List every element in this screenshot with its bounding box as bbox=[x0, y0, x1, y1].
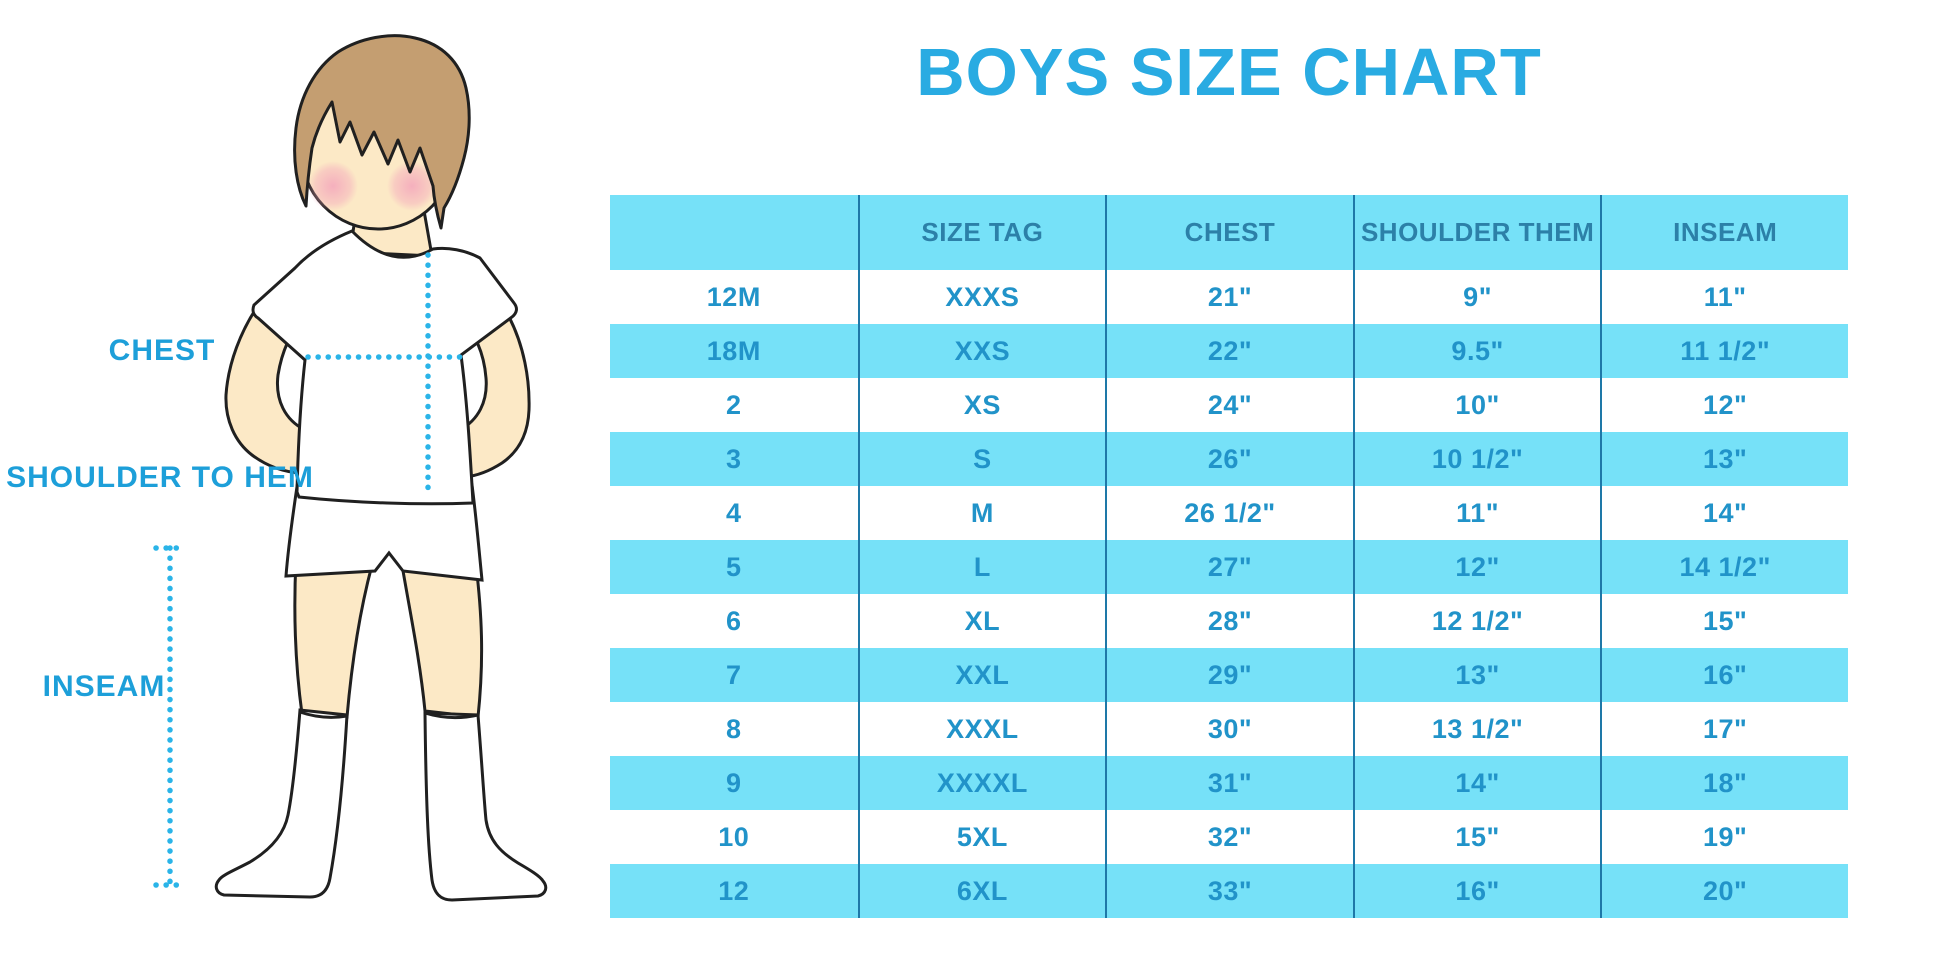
table-row: 18M XXS 22" 9.5" 11 1/2" bbox=[610, 324, 1848, 378]
table-cell: 31" bbox=[1105, 756, 1353, 810]
table-row: 5 L 27" 12" 14 1/2" bbox=[610, 540, 1848, 594]
left-sock-cuff bbox=[299, 710, 348, 719]
table-cell: XXS bbox=[857, 324, 1106, 378]
table-cell: 5XL bbox=[857, 810, 1106, 864]
inseam-label: INSEAM bbox=[43, 670, 166, 703]
left-leg bbox=[293, 558, 374, 719]
table-cell: 10" bbox=[1352, 378, 1601, 432]
table-cell: 17" bbox=[1600, 702, 1848, 756]
table-cell: 18M bbox=[706, 335, 761, 366]
header-cell-inseam: INSEAM bbox=[1600, 195, 1848, 270]
tshirt bbox=[251, 229, 518, 506]
table-cell: 16" bbox=[1352, 864, 1601, 918]
table-cell: 8 bbox=[726, 713, 742, 744]
table-cell: 13" bbox=[1352, 648, 1601, 702]
table-cell: 12" bbox=[1352, 540, 1601, 594]
table-cell: 22" bbox=[1105, 324, 1353, 378]
table-cell: 6 bbox=[726, 605, 742, 636]
right-cheek bbox=[387, 161, 437, 211]
table-row: 6 XL 28" 12 1/2" 15" bbox=[610, 594, 1848, 648]
right-sock bbox=[423, 711, 548, 902]
table-cell: XXXL bbox=[857, 702, 1106, 756]
table-cell: M bbox=[857, 486, 1106, 540]
table-cell: 19" bbox=[1600, 810, 1848, 864]
table-row: 8 XXXL 30" 13 1/2" 17" bbox=[610, 702, 1848, 756]
header-cell-size-tag: SIZE TAG bbox=[857, 195, 1106, 270]
table-cell: 15" bbox=[1352, 810, 1601, 864]
table-cell: XS bbox=[857, 378, 1106, 432]
table-cell: 18" bbox=[1600, 756, 1848, 810]
table-cell: 6XL bbox=[857, 864, 1106, 918]
table-cell: 5 bbox=[726, 551, 742, 582]
table-header-row: SIZE TAG CHEST SHOULDER THEM INSEAM bbox=[610, 195, 1848, 270]
table-cell: 13" bbox=[1600, 432, 1848, 486]
table-cell: 11" bbox=[1600, 270, 1848, 324]
table-cell: 14" bbox=[1352, 756, 1601, 810]
table-row: 9 XXXXL 31" 14" 18" bbox=[610, 756, 1848, 810]
table-cell: 9 bbox=[726, 767, 742, 798]
size-table-body: 12M XXXS 21" 9" 11" 18M XXS 22" 9.5" 11 1/2" 2 XS 24… bbox=[610, 270, 1848, 918]
table-cell: 11" bbox=[1352, 486, 1601, 540]
boy-figure-svg: CHEST SHOULDER TO HEM INSEAM bbox=[6, 34, 548, 902]
table-cell: 30" bbox=[1105, 702, 1353, 756]
table-cell: 10 1/2" bbox=[1352, 432, 1601, 486]
table-cell: 13 1/2" bbox=[1352, 702, 1601, 756]
table-cell: 28" bbox=[1105, 594, 1353, 648]
table-row: 2 XS 24" 10" 12" bbox=[610, 378, 1848, 432]
table-cell: 26" bbox=[1105, 432, 1353, 486]
table-cell: XXL bbox=[857, 648, 1106, 702]
header-cell-chest: CHEST bbox=[1105, 195, 1353, 270]
right-arm bbox=[458, 313, 531, 479]
table-cell: 32" bbox=[1105, 810, 1353, 864]
table-cell: 10 bbox=[718, 821, 750, 852]
hair bbox=[293, 34, 471, 230]
table-cell: 4 bbox=[726, 497, 742, 528]
table-cell: XXXS bbox=[857, 270, 1106, 324]
header-cell-shoulder: SHOULDER THEM bbox=[1352, 195, 1601, 270]
right-leg bbox=[400, 563, 484, 719]
page-title: BOYS SIZE CHART bbox=[916, 35, 1542, 110]
table-cell: XXXXL bbox=[857, 756, 1106, 810]
left-cheek bbox=[308, 161, 358, 211]
shoulder-to-hem-label: SHOULDER TO HEM bbox=[6, 461, 314, 494]
table-cell: 27" bbox=[1105, 540, 1353, 594]
table-row: 12 6XL 33" 16" 20" bbox=[610, 864, 1848, 918]
table-cell: 3 bbox=[726, 443, 742, 474]
table-cell: 2 bbox=[726, 389, 742, 420]
table-cell: 26 1/2" bbox=[1105, 486, 1353, 540]
table-row: 4 M 26 1/2" 11" 14" bbox=[610, 486, 1848, 540]
table-cell: 7 bbox=[726, 659, 742, 690]
table-cell: 16" bbox=[1600, 648, 1848, 702]
table-row: 7 XXL 29" 13" 16" bbox=[610, 648, 1848, 702]
table-cell: 33" bbox=[1105, 864, 1353, 918]
boy-measurement-illustration: CHEST SHOULDER TO HEM INSEAM bbox=[0, 0, 610, 973]
table-cell: 11 1/2" bbox=[1600, 324, 1848, 378]
table-row: 10 5XL 32" 15" 19" bbox=[610, 810, 1848, 864]
right-sock-cuff bbox=[424, 711, 479, 720]
table-row: 12M XXXS 21" 9" 11" bbox=[610, 270, 1848, 324]
table-cell: 12" bbox=[1600, 378, 1848, 432]
chest-label: CHEST bbox=[109, 334, 216, 367]
table-cell: 20" bbox=[1600, 864, 1848, 918]
table-cell: S bbox=[857, 432, 1106, 486]
table-cell: 12M bbox=[706, 281, 761, 312]
table-cell: 12 1/2" bbox=[1352, 594, 1601, 648]
table-cell: 24" bbox=[1105, 378, 1353, 432]
table-cell: 14 1/2" bbox=[1600, 540, 1848, 594]
table-cell: 14" bbox=[1600, 486, 1848, 540]
table-cell: XL bbox=[857, 594, 1106, 648]
table-cell: 29" bbox=[1105, 648, 1353, 702]
left-sock bbox=[214, 708, 349, 899]
header-cell-size bbox=[610, 195, 858, 270]
size-table: SIZE TAG CHEST SHOULDER THEM INSEAM 12M X… bbox=[610, 195, 1848, 918]
table-cell: 9" bbox=[1352, 270, 1601, 324]
table-cell: L bbox=[857, 540, 1106, 594]
table-cell: 9.5" bbox=[1352, 324, 1601, 378]
table-cell: 15" bbox=[1600, 594, 1848, 648]
table-cell: 21" bbox=[1105, 270, 1353, 324]
table-cell: 12 bbox=[718, 875, 750, 906]
table-row: 3 S 26" 10 1/2" 13" bbox=[610, 432, 1848, 486]
